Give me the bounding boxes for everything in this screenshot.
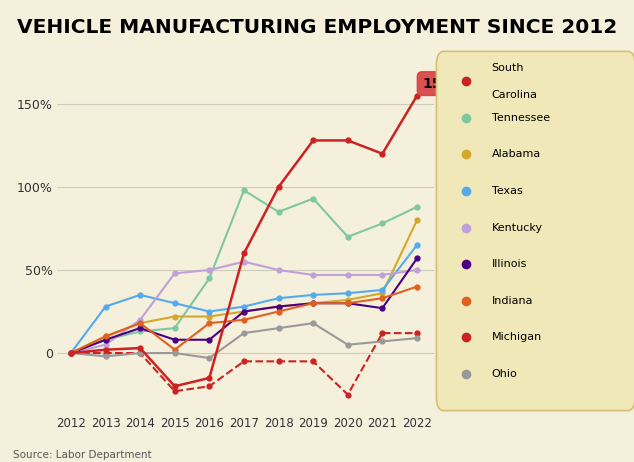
Text: VEHICLE MANUFACTURING EMPLOYMENT SINCE 2012: VEHICLE MANUFACTURING EMPLOYMENT SINCE 2… <box>17 18 617 37</box>
Text: Alabama: Alabama <box>491 150 541 159</box>
Text: Indiana: Indiana <box>491 296 533 306</box>
Text: Kentucky: Kentucky <box>491 223 543 233</box>
Text: Carolina: Carolina <box>491 90 538 100</box>
Text: Illinois: Illinois <box>491 259 527 269</box>
Text: Michigan: Michigan <box>491 333 542 342</box>
Text: South: South <box>491 63 524 73</box>
Text: Source: Labor Department: Source: Labor Department <box>13 450 152 460</box>
Text: Ohio: Ohio <box>491 369 517 379</box>
Text: Texas: Texas <box>491 186 522 196</box>
Text: 154.9%: 154.9% <box>422 77 481 91</box>
FancyBboxPatch shape <box>436 51 634 411</box>
Text: Tennessee: Tennessee <box>491 113 550 123</box>
